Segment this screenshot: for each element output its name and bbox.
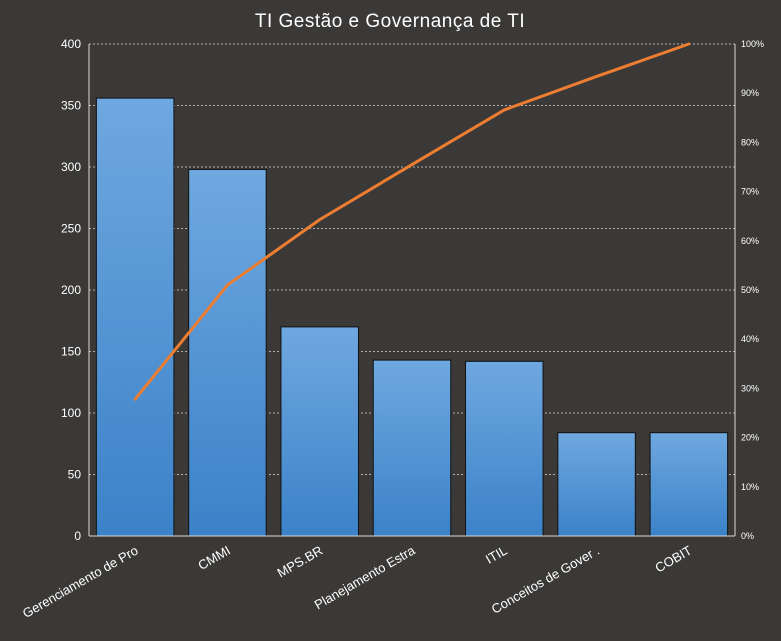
y-tick-label: 400: [61, 37, 81, 51]
x-tick-label: Planejamento Estra: [312, 542, 418, 612]
y-tick-label: 250: [61, 222, 81, 236]
bar: [649, 432, 729, 537]
bar: [465, 360, 544, 537]
y-tick-label: 300: [61, 160, 81, 174]
bar: [280, 326, 359, 537]
x-tick-label: CMMI: [195, 543, 233, 573]
y2-tick-label: 20%: [741, 433, 759, 443]
y-tick-label: 150: [61, 345, 81, 359]
y2-tick-label: 80%: [741, 137, 759, 147]
y-tick-label: 350: [61, 99, 81, 113]
x-tick-label: COBIT: [652, 543, 694, 576]
x-tick-label: ITIL: [483, 543, 510, 567]
bar: [188, 168, 267, 537]
y2-tick-label: 60%: [741, 236, 759, 246]
y-tick-label: 50: [68, 468, 82, 482]
y2-tick-label: 10%: [741, 482, 759, 492]
x-tick-label: MPS.BR: [275, 543, 326, 581]
y2-tick-label: 30%: [741, 383, 759, 393]
y-tick-label: 200: [61, 283, 81, 297]
bar: [372, 359, 452, 537]
y2-tick-label: 90%: [741, 88, 759, 98]
cumulative-line: [133, 42, 691, 401]
y2-tick-label: 50%: [741, 285, 759, 295]
bar: [557, 432, 636, 537]
y2-tick-label: 70%: [741, 187, 759, 197]
y-tick-label: 0: [74, 529, 81, 543]
x-tick-label: Gerenciamento de Pro: [20, 543, 141, 621]
y2-tick-label: 100%: [741, 39, 764, 49]
y2-tick-label: 40%: [741, 334, 759, 344]
chart-title: TI Gestão e Governança de TI: [255, 11, 525, 32]
bar: [95, 97, 175, 537]
y2-tick-label: 0%: [741, 531, 754, 541]
y-tick-label: 100: [61, 406, 81, 420]
